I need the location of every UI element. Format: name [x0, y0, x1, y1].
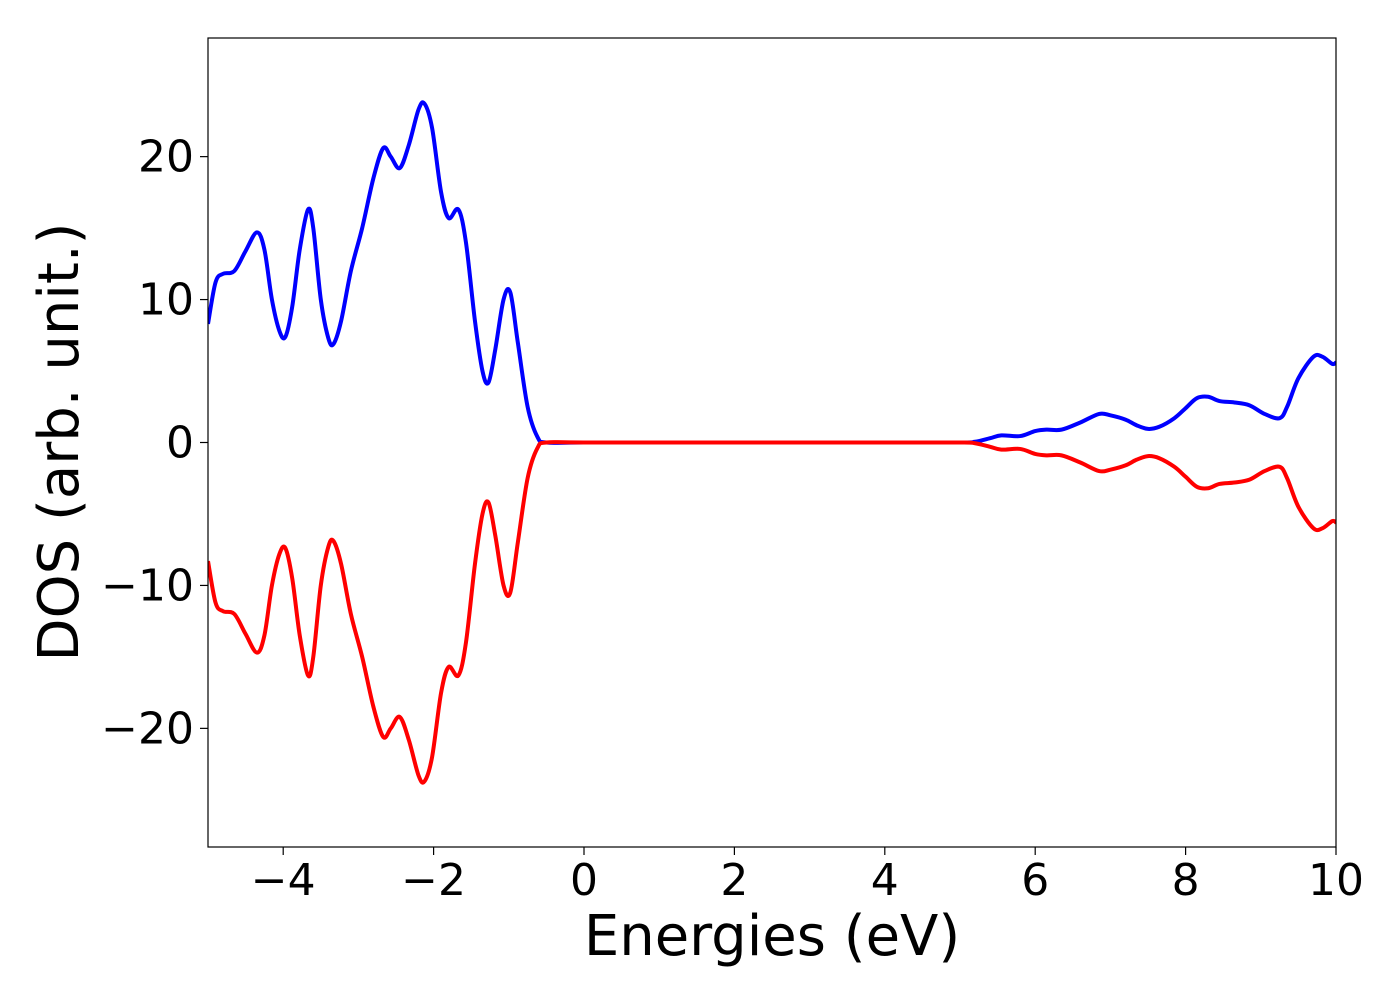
x-tick-label: 8: [1172, 855, 1200, 906]
x-tick-label: 10: [1308, 855, 1364, 906]
y-axis-label: DOS (arb. unit.): [27, 222, 92, 661]
x-tick-label: 4: [871, 855, 899, 906]
x-tick-label: 6: [1021, 855, 1049, 906]
y-tick-label: −10: [101, 560, 194, 611]
series-line-2: [208, 440, 1336, 785]
series-line-1: [208, 100, 1336, 445]
x-axis-ticks: −4 −2 0 2 4 6 8 10: [251, 847, 1364, 906]
x-axis-label: Energies (eV): [584, 904, 960, 969]
x-tick-label: 0: [570, 855, 598, 906]
y-axis-ticks: −20 −10 0 10 20: [101, 132, 208, 754]
y-tick-label: 0: [166, 418, 194, 469]
x-tick-label: 2: [720, 855, 748, 906]
x-tick-label: −4: [251, 855, 316, 906]
x-tick-label: −2: [401, 855, 466, 906]
y-tick-label: −20: [101, 703, 194, 754]
y-tick-label: 20: [138, 132, 194, 183]
y-tick-label: 10: [138, 275, 194, 326]
series-layer: [208, 100, 1336, 785]
